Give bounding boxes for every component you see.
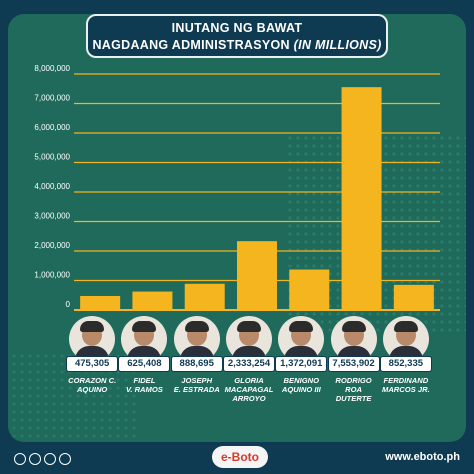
president-name-line: FIDEL	[133, 376, 156, 385]
president-name: GLORIA MACAPAGAL ARROYO	[217, 376, 281, 403]
president-name-line: RODRIGO	[335, 376, 372, 385]
data-label: 852,335	[379, 356, 432, 372]
youtube-icon[interactable]	[59, 453, 71, 465]
president-photo	[69, 316, 116, 362]
twitter-icon[interactable]	[29, 453, 41, 465]
y-tick-label: 1,000,000	[34, 271, 70, 280]
president-name-line: JOSEPH	[181, 376, 213, 385]
president-name: FIDEL V. RAMOS	[112, 376, 176, 394]
president-name-line: DUTERTE	[335, 394, 372, 403]
president-name-line: V. RAMOS	[125, 385, 163, 394]
bar	[289, 269, 330, 310]
data-label: 2,333,254	[223, 356, 275, 372]
y-tick-label: 2,000,000	[34, 241, 70, 250]
data-label: 7,553,902	[327, 356, 380, 372]
bar	[80, 295, 121, 310]
president-photo	[121, 316, 168, 362]
president-name-line: MACAPAGAL	[224, 385, 274, 394]
title-line-1: INUTANG NG BAWAT	[171, 21, 303, 35]
data-label: 1,372,091	[275, 356, 328, 372]
president-photo	[382, 316, 429, 362]
instagram-icon[interactable]	[44, 453, 56, 465]
president-name-line: AQUINO	[76, 385, 108, 394]
president-name-line: FERDINAND	[383, 376, 429, 385]
president-name: JOSEPH E. ESTRADA	[165, 376, 229, 394]
president-name-line: BENIGNO	[283, 376, 319, 385]
y-tick-label: 3,000,000	[34, 212, 70, 221]
y-tick-label: 0	[66, 300, 71, 309]
data-label: 475,305	[66, 356, 119, 372]
president-name-line: CORAZON C.	[68, 376, 117, 385]
bar	[237, 241, 277, 310]
title-units: (IN MILLIONS)	[293, 38, 382, 52]
president-name-line: AQUINO III	[281, 385, 321, 394]
y-tick-label: 6,000,000	[34, 123, 70, 132]
president-name: CORAZON C. AQUINO	[60, 376, 124, 394]
chart-title: INUTANG NG BAWAT NAGDAANG ADMINISTRASYON…	[86, 14, 388, 58]
data-label: 625,408	[118, 356, 171, 372]
bar	[184, 283, 225, 310]
y-tick-label: 4,000,000	[34, 182, 70, 191]
facebook-icon[interactable]	[14, 453, 26, 465]
y-tick-label: 7,000,000	[34, 94, 70, 103]
president-name-line: ARROYO	[232, 394, 266, 403]
y-tick-label: 5,000,000	[34, 153, 70, 162]
y-tick-label: 8,000,000	[34, 64, 70, 73]
website-link[interactable]: www.eboto.ph	[385, 451, 460, 463]
bar	[393, 284, 434, 310]
president-name-line: GLORIA	[234, 376, 264, 385]
eboto-logo: e-Boto	[212, 446, 268, 468]
bar	[132, 291, 173, 310]
president-name-line: MARCOS JR.	[382, 385, 430, 394]
president-name: FERDINAND MARCOS JR.	[374, 376, 438, 394]
president-photo	[226, 316, 272, 362]
title-line-2: NAGDAANG ADMINISTRASYON (IN MILLIONS)	[88, 37, 386, 54]
president-name: BENIGNO AQUINO III	[269, 376, 333, 394]
president-name: RODRIGO ROA DUTERTE	[322, 376, 386, 403]
data-label: 888,695	[170, 356, 223, 372]
title-line-2-text: NAGDAANG ADMINISTRASYON	[92, 38, 290, 52]
bar	[341, 87, 382, 311]
social-icons	[14, 452, 74, 470]
president-name-line: E. ESTRADA	[173, 385, 220, 394]
president-name-line: ROA	[345, 385, 362, 394]
